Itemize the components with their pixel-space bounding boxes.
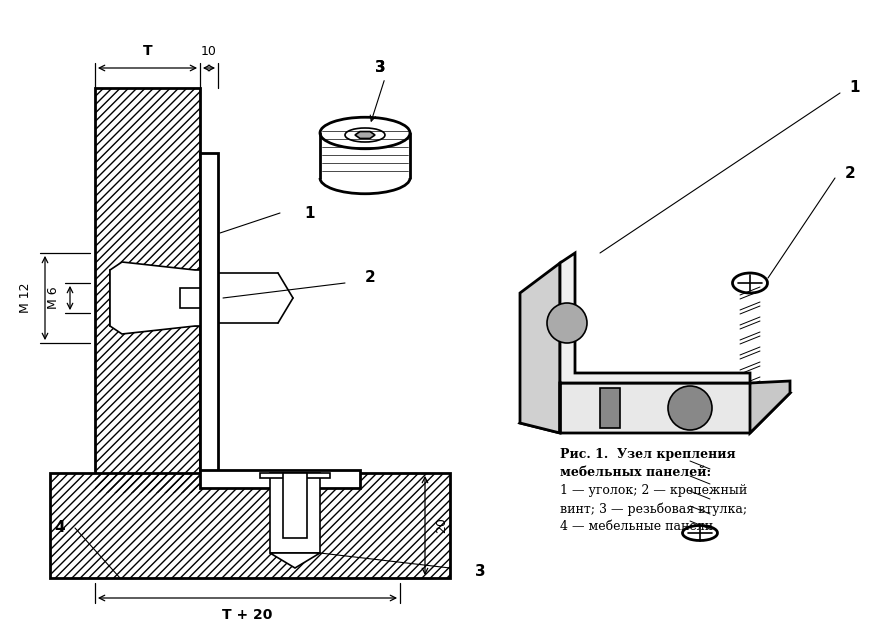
- Circle shape: [668, 386, 712, 430]
- Bar: [260, 473, 330, 478]
- Polygon shape: [95, 88, 200, 493]
- Text: 1 — уголок; 2 — крепежный: 1 — уголок; 2 — крепежный: [560, 484, 747, 497]
- Text: мебельных панелей:: мебельных панелей:: [560, 466, 711, 479]
- Bar: [200, 153, 218, 473]
- Polygon shape: [520, 383, 790, 433]
- Polygon shape: [600, 388, 620, 428]
- Text: 1: 1: [304, 206, 315, 221]
- Text: 20: 20: [435, 518, 448, 534]
- Text: 10: 10: [201, 45, 217, 58]
- Bar: [283, 473, 307, 538]
- Text: 4: 4: [55, 520, 65, 536]
- Bar: [270, 473, 320, 553]
- Text: М 12: М 12: [18, 283, 32, 313]
- Polygon shape: [520, 263, 560, 433]
- Text: 4 — мебельные панели.: 4 — мебельные панели.: [560, 520, 717, 533]
- Bar: [110, 270, 200, 326]
- Text: 1: 1: [850, 80, 861, 96]
- Text: T + 20: T + 20: [223, 608, 273, 622]
- Text: 3: 3: [375, 60, 385, 75]
- Text: винт; 3 — резьбовая втулка;: винт; 3 — резьбовая втулка;: [560, 502, 747, 516]
- Text: М 6: М 6: [47, 287, 60, 309]
- Bar: [200, 470, 360, 488]
- Polygon shape: [110, 262, 200, 334]
- Text: 3: 3: [474, 563, 485, 579]
- Text: 2: 2: [845, 165, 855, 181]
- Bar: [180, 288, 200, 308]
- Text: T: T: [143, 44, 152, 58]
- Polygon shape: [355, 132, 375, 138]
- Polygon shape: [750, 381, 790, 433]
- Circle shape: [547, 303, 587, 343]
- Text: 2: 2: [364, 271, 376, 285]
- Text: 3: 3: [375, 60, 385, 75]
- Polygon shape: [270, 553, 320, 568]
- Text: Рис. 1.  Узел крепления: Рис. 1. Узел крепления: [560, 448, 736, 461]
- Polygon shape: [560, 253, 750, 433]
- Polygon shape: [50, 473, 450, 578]
